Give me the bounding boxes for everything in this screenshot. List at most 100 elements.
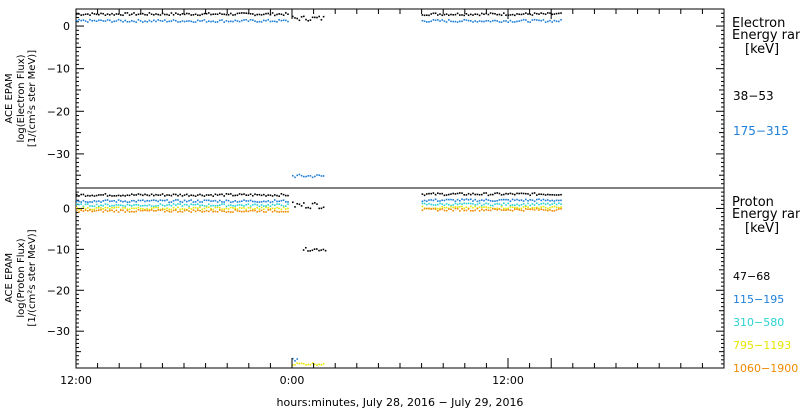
data-point [503,20,505,22]
data-point [509,206,512,208]
data-point [95,209,98,212]
data-point [520,13,523,16]
y-tick-label: −20 [47,284,70,297]
data-point [450,208,452,211]
data-point [137,208,140,211]
data-point [520,192,523,195]
data-point [448,14,450,17]
data-point [494,12,496,15]
data-point [146,207,148,210]
data-point [146,199,148,202]
data-point [84,209,87,211]
data-point [120,204,122,207]
data-point [454,200,457,203]
data-point [496,207,498,210]
data-point [461,205,463,208]
data-point [225,207,228,210]
data-point [120,209,122,211]
data-point [124,211,126,213]
data-point [318,174,320,177]
data-point [516,203,518,206]
data-point [439,20,441,22]
data-point [254,20,256,22]
data-point [122,14,124,17]
data-point [452,14,454,16]
data-point [311,202,314,205]
data-point [166,207,168,210]
data-point [300,205,303,207]
data-point [494,203,496,205]
data-point [243,193,245,195]
proton-legend-energy-label: Energy ran [732,207,800,222]
data-point [269,201,272,204]
data-point [214,199,217,202]
data-point [146,209,148,212]
data-point [496,20,498,22]
data-point [122,204,124,207]
data-point [258,20,261,23]
data-point [450,193,452,195]
data-point [84,195,87,197]
data-point [298,203,301,206]
data-point [89,209,91,211]
data-point [214,205,217,207]
data-point [267,12,269,15]
data-point [426,207,428,210]
data-point [481,208,483,211]
data-point [472,192,474,195]
data-point [179,210,181,213]
data-point [461,208,463,210]
data-point [205,199,208,202]
data-point [503,198,505,201]
data-point [540,199,542,202]
data-point [194,21,197,23]
data-point [278,13,280,15]
data-point [314,175,316,178]
data-point [421,19,424,22]
data-point [558,208,560,210]
data-point [525,208,527,210]
data-point [489,206,492,209]
data-point [109,200,111,203]
data-point [234,207,236,209]
data-point [155,206,157,209]
data-point [115,13,118,15]
data-point [216,13,219,16]
data-point [102,211,104,213]
data-point [461,14,463,16]
data-point [465,12,468,15]
data-point [95,20,98,23]
data-point [454,20,457,23]
data-point [84,201,87,203]
data-point [93,13,96,15]
data-point [558,12,560,15]
data-point [210,200,212,202]
legend-entry: 1060−1900 [733,362,798,375]
data-point [542,193,545,196]
data-point [503,202,505,205]
data-point [166,204,168,207]
data-point [437,210,439,212]
data-point [128,14,131,16]
data-point [148,19,151,22]
y-tick-label: −10 [47,63,70,76]
data-point [170,204,173,207]
data-point [161,20,164,23]
data-point [238,200,241,203]
data-point [287,20,289,23]
data-point [117,194,120,197]
data-point [514,193,516,196]
data-point [498,21,501,23]
data-point [445,21,448,23]
data-point [161,199,164,202]
data-point [278,211,280,213]
data-point [558,206,560,209]
data-point [500,204,503,206]
data-point [117,206,120,209]
data-point [199,193,201,196]
data-point [505,20,507,22]
data-point [278,19,280,21]
data-point [117,204,120,206]
data-point [260,194,263,197]
data-point [311,176,314,179]
